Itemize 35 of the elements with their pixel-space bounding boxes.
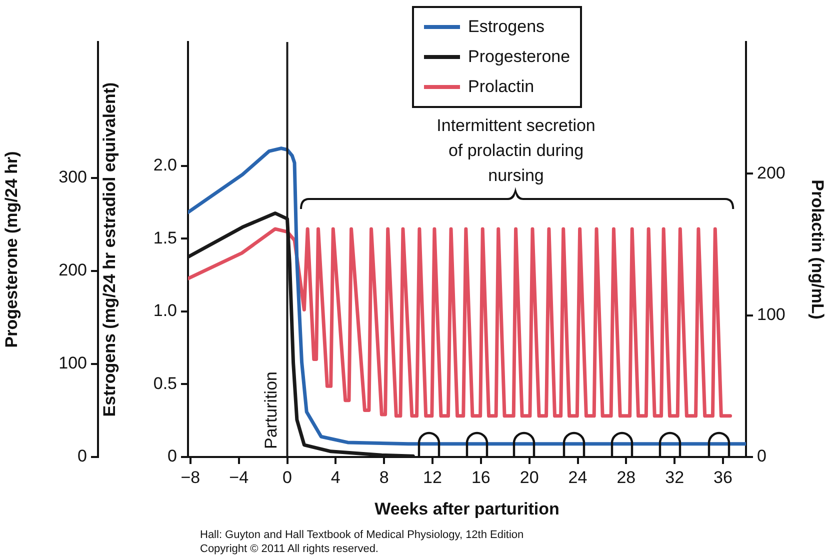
y-tick-label: 0 <box>78 446 87 466</box>
y3-tick-label: 1.5 <box>153 228 177 248</box>
x-tick-label: 16 <box>471 468 490 487</box>
ref-line-label: Parturition <box>261 372 280 449</box>
y-tick-label: 100 <box>58 354 87 373</box>
x-tick-label: 0 <box>282 468 292 487</box>
y2-tick-label: 0 <box>757 446 766 466</box>
y-tick-label: 300 <box>58 168 87 187</box>
x-tick-label: 28 <box>616 468 636 487</box>
y3-tick-label: 0.5 <box>153 374 177 393</box>
y2-tick-label: 200 <box>757 163 786 182</box>
legend-label: Progesterone <box>468 47 570 67</box>
legend-label: Prolactin <box>468 77 534 97</box>
legend-label: Estrogens <box>468 17 545 37</box>
y3-tick-label: 0 <box>168 446 177 466</box>
x-axis-title: Weeks after parturition <box>374 499 560 518</box>
x-tick-label: 32 <box>665 468 684 487</box>
x-tick-label: −4 <box>229 468 249 487</box>
x-tick-label: 12 <box>423 468 442 487</box>
x-tick-label: −8 <box>180 468 200 487</box>
y3-axis-title: Estrogens (mg/24 hr estradiol equivalent) <box>100 82 119 417</box>
x-tick-label: 8 <box>379 468 389 487</box>
y-tick-label: 200 <box>58 260 87 280</box>
y2-tick-label: 100 <box>757 305 786 324</box>
text: Hall: Guyton and Hall Textbook of Medical Physiology, 12th Edition <box>200 528 524 542</box>
x-tick-label: 36 <box>714 468 732 487</box>
y2-axis-title: Prolactin (ng/mL) <box>808 180 828 320</box>
annotation: Intermittent secretion of prolactin during nursing <box>436 115 596 187</box>
x-tick-label: 24 <box>568 468 588 487</box>
x-tick-label: 4 <box>330 468 340 487</box>
y3-tick-label: 2.0 <box>153 155 177 174</box>
x-tick-label: 20 <box>520 468 539 487</box>
y3-tick-label: 1.0 <box>153 301 177 320</box>
text: Copyright © 2011 All rights reserved. <box>200 542 380 556</box>
y-axis-title: Progesterone (mg/24 hr) <box>2 151 21 348</box>
